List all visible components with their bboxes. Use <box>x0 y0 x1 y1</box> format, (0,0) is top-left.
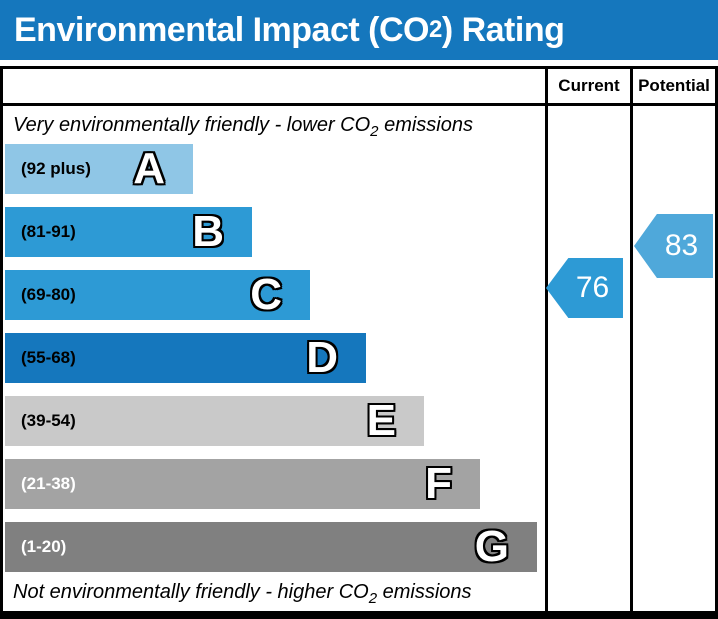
bottom-note: Not environmentally friendly - higher CO… <box>13 580 472 607</box>
band-row-b: (81-91) B <box>5 207 252 257</box>
band-range-label: (81-91) <box>21 222 76 241</box>
band-row-a: (92 plus) A <box>5 144 193 194</box>
title-suffix: ) Rating <box>441 10 565 49</box>
band-letter: B <box>192 207 224 256</box>
bands-area: Very environmentally friendly - lower CO… <box>3 106 545 611</box>
band-letter: E <box>366 396 396 445</box>
column-header-potential: Potential <box>630 69 715 103</box>
table-body: Very environmentally friendly - lower CO… <box>3 106 715 611</box>
potential-rating-value: 83 <box>664 229 699 262</box>
band-range-label: (21-38) <box>21 474 76 493</box>
title-text: Environmental Impact (CO <box>14 10 429 49</box>
band-letter: G <box>474 522 509 571</box>
column-divider <box>545 106 548 611</box>
band-letter: A <box>133 144 165 193</box>
column-header-current: Current <box>545 69 630 103</box>
band-row-d: (55-68) D <box>5 333 366 383</box>
band-letter: D <box>306 333 338 382</box>
band-range-label: (55-68) <box>21 348 76 367</box>
band-range-label: (1-20) <box>21 537 67 556</box>
band-row-c: (69-80) C <box>5 270 310 320</box>
band-range-label: (92 plus) <box>21 159 91 178</box>
header-spacer <box>3 69 545 103</box>
band-row-f: (21-38) F <box>5 459 480 509</box>
band-range-label: (39-54) <box>21 411 76 430</box>
band-letter: C <box>250 270 282 319</box>
page-title: Environmental Impact (CO 2) Rating <box>0 0 718 60</box>
column-divider <box>630 106 633 611</box>
band-row-e: (39-54) E <box>5 396 424 446</box>
table-header-row: Current Potential <box>3 69 715 106</box>
current-rating-value: 76 <box>575 271 610 304</box>
rating-bands: (92 plus) A (81-91) B (69-80) C (55-68) … <box>3 144 545 572</box>
band-row-g: (1-20) G <box>5 522 537 572</box>
band-range-label: (69-80) <box>21 285 76 304</box>
band-letter: F <box>425 459 452 508</box>
top-note: Very environmentally friendly - lower CO… <box>13 113 473 140</box>
rating-table: Current Potential Very environmentally f… <box>0 66 718 619</box>
